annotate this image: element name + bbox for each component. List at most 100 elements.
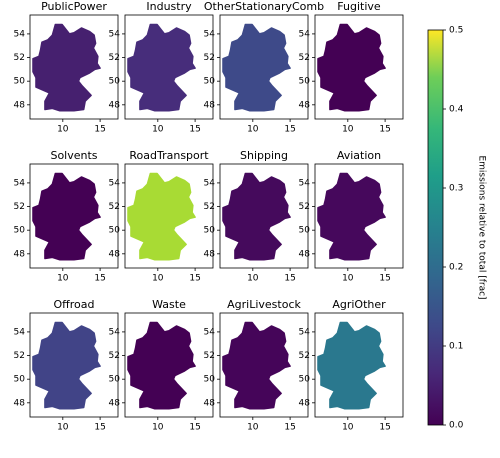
x-tick-label: 10 xyxy=(57,125,69,135)
panel-title: Waste xyxy=(152,298,186,311)
y-tick-label: 50 xyxy=(109,77,121,87)
panel-title: AgriLivestock xyxy=(227,298,301,311)
y-tick-label: 54 xyxy=(299,178,311,188)
y-tick-label: 52 xyxy=(299,53,310,63)
y-tick-label: 52 xyxy=(299,351,310,361)
y-tick-label: 48 xyxy=(14,100,26,110)
x-tick-label: 10 xyxy=(152,125,164,135)
y-tick-label: 50 xyxy=(299,375,311,385)
y-tick-label: 50 xyxy=(14,226,26,236)
y-tick-label: 52 xyxy=(14,202,25,212)
axes-frame xyxy=(124,163,214,269)
colorbar-tick-label: 0.1 xyxy=(449,342,463,352)
axes-frame xyxy=(219,312,309,418)
x-tick-label: 10 xyxy=(152,423,164,433)
panel-title: PublicPower xyxy=(41,0,107,13)
y-tick-label: 48 xyxy=(204,398,216,408)
y-tick-label: 48 xyxy=(14,398,26,408)
colorbar xyxy=(427,29,444,426)
y-tick-label: 50 xyxy=(14,77,26,87)
y-tick-label: 48 xyxy=(109,249,121,259)
y-tick-label: 52 xyxy=(14,53,25,63)
x-tick-label: 15 xyxy=(189,274,200,284)
axes-frame xyxy=(29,163,119,269)
y-tick-label: 50 xyxy=(204,77,216,87)
y-tick-label: 52 xyxy=(109,53,120,63)
colorbar-label: Emissions relative to total [frac] xyxy=(477,155,487,299)
x-tick-label: 15 xyxy=(379,125,390,135)
y-tick-label: 54 xyxy=(14,178,26,188)
x-tick-label: 15 xyxy=(379,423,390,433)
panel-title: AgriOther xyxy=(332,298,386,311)
x-tick-label: 15 xyxy=(284,423,295,433)
axes-frame xyxy=(314,14,404,120)
country-map xyxy=(222,23,291,112)
x-tick-label: 15 xyxy=(189,423,200,433)
x-tick-label: 10 xyxy=(342,423,354,433)
axes-frame xyxy=(314,163,404,269)
y-tick-label: 54 xyxy=(204,327,216,337)
colorbar-tick-label: 0.0 xyxy=(449,421,464,431)
x-tick-label: 10 xyxy=(57,274,69,284)
y-tick-label: 48 xyxy=(109,398,121,408)
colorbar-tick-label: 0.3 xyxy=(449,184,463,194)
y-tick-label: 54 xyxy=(109,178,121,188)
x-tick-label: 15 xyxy=(94,423,105,433)
y-tick-label: 52 xyxy=(204,53,215,63)
country-map xyxy=(127,172,196,261)
axes-frame xyxy=(29,312,119,418)
axes-frame xyxy=(124,14,214,120)
country-map xyxy=(317,172,386,261)
country-map xyxy=(32,23,101,112)
y-tick-label: 52 xyxy=(109,202,120,212)
x-tick-label: 10 xyxy=(152,274,164,284)
y-tick-label: 54 xyxy=(14,29,26,39)
y-tick-label: 52 xyxy=(14,351,25,361)
y-tick-label: 50 xyxy=(299,77,311,87)
x-tick-label: 15 xyxy=(284,274,295,284)
colorbar-tick-label: 0.2 xyxy=(449,263,463,273)
axes-frame xyxy=(314,312,404,418)
y-tick-label: 54 xyxy=(299,327,311,337)
y-tick-label: 54 xyxy=(14,327,26,337)
y-tick-label: 52 xyxy=(204,202,215,212)
y-tick-label: 50 xyxy=(204,226,216,236)
y-tick-label: 54 xyxy=(204,178,216,188)
x-tick-label: 15 xyxy=(94,125,105,135)
panel-title: Aviation xyxy=(337,149,381,162)
colorbar-tick-label: 0.5 xyxy=(449,26,463,36)
x-tick-label: 15 xyxy=(94,274,105,284)
panel-title: Offroad xyxy=(54,298,95,311)
x-tick-label: 15 xyxy=(379,274,390,284)
y-tick-label: 54 xyxy=(109,327,121,337)
country-map xyxy=(222,321,291,410)
country-map xyxy=(32,321,101,410)
x-tick-label: 15 xyxy=(189,125,200,135)
x-tick-label: 10 xyxy=(57,423,69,433)
x-tick-label: 10 xyxy=(247,274,259,284)
country-map xyxy=(317,321,386,410)
y-tick-label: 48 xyxy=(204,100,216,110)
y-tick-label: 48 xyxy=(14,249,26,259)
x-tick-label: 10 xyxy=(247,423,259,433)
country-map xyxy=(32,172,101,261)
axes-frame xyxy=(124,312,214,418)
y-tick-label: 52 xyxy=(204,351,215,361)
y-tick-label: 54 xyxy=(299,29,311,39)
y-tick-label: 52 xyxy=(109,351,120,361)
y-tick-label: 50 xyxy=(299,226,311,236)
panel-title: Fugitive xyxy=(337,0,381,13)
country-map xyxy=(127,23,196,112)
y-tick-label: 50 xyxy=(204,375,216,385)
panel-title: Industry xyxy=(146,0,192,13)
country-map xyxy=(127,321,196,410)
y-tick-label: 52 xyxy=(299,202,310,212)
y-tick-label: 48 xyxy=(299,100,311,110)
y-tick-label: 48 xyxy=(299,249,311,259)
x-tick-label: 10 xyxy=(247,125,259,135)
y-tick-label: 48 xyxy=(204,249,216,259)
panel-title: Shipping xyxy=(240,149,288,162)
panel-title: RoadTransport xyxy=(129,149,209,162)
axes-frame xyxy=(219,163,309,269)
